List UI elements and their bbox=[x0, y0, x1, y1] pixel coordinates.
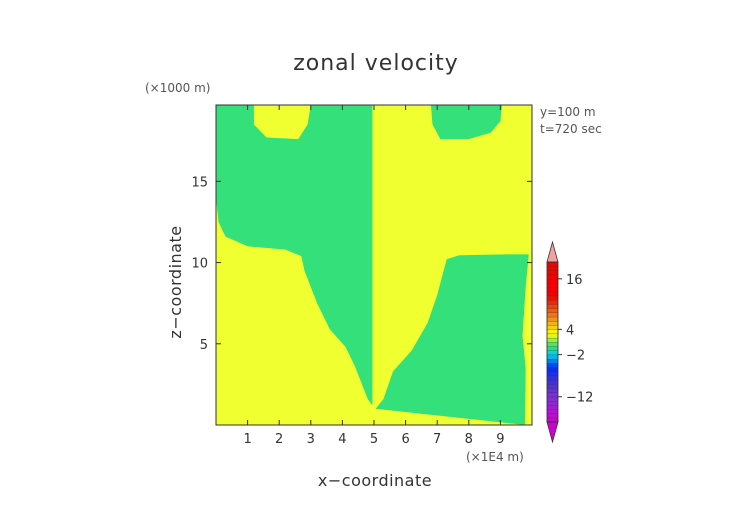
colorbar-band-10 bbox=[546, 375, 559, 381]
plot-area bbox=[215, 104, 533, 426]
colorbar-band-24 bbox=[546, 316, 559, 322]
x-tick-label-9: 9 bbox=[496, 432, 504, 447]
x-tick-label-6: 6 bbox=[401, 432, 409, 447]
colorbar-band-12 bbox=[546, 367, 559, 372]
colorbar-tick-label-1: 4 bbox=[566, 323, 574, 338]
colorbar-band-9 bbox=[546, 379, 559, 385]
x-units-label: (×1E4 m) bbox=[466, 450, 524, 464]
colorbar-band-2 bbox=[546, 409, 559, 415]
colorbar-tick-label-0: 16 bbox=[566, 273, 583, 288]
y-tick-label-15: 15 bbox=[191, 175, 208, 190]
y-tick-label-5: 5 bbox=[200, 338, 208, 353]
colorbar-band-4 bbox=[546, 400, 559, 406]
contour-region-green-1 bbox=[216, 105, 373, 406]
colorbar-band-37 bbox=[546, 261, 559, 267]
x-tick-label-8: 8 bbox=[465, 432, 473, 447]
colorbar-band-14 bbox=[546, 358, 559, 364]
colorbar-band-33 bbox=[546, 278, 559, 284]
colorbar-top-triangle bbox=[546, 240, 559, 263]
x-tick-label-5: 5 bbox=[370, 432, 378, 447]
colorbar-band-1 bbox=[546, 413, 559, 419]
colorbar-band-13 bbox=[546, 362, 559, 368]
colorbar-band-5 bbox=[546, 396, 559, 402]
annotation-y: y=100 m bbox=[540, 105, 596, 119]
colorbar-band-19 bbox=[546, 337, 559, 343]
x-tick-label-7: 7 bbox=[433, 432, 441, 447]
x-axis-ticks: 1 2 3 4 5 6 7 8 9 bbox=[243, 105, 505, 447]
colorbar-band-17 bbox=[546, 346, 559, 351]
colorbar-band-15 bbox=[546, 354, 559, 360]
x-tick-label-1: 1 bbox=[243, 432, 251, 447]
colorbar-band-27 bbox=[546, 303, 559, 309]
colorbar-band-8 bbox=[546, 383, 559, 389]
x-axis-label: x−coordinate bbox=[318, 471, 432, 490]
x-tick-label-3: 3 bbox=[307, 432, 315, 447]
colorbar-tick-label-3: −12 bbox=[566, 391, 593, 406]
colorbar-band-28 bbox=[546, 299, 559, 305]
colorbar-band-18 bbox=[546, 341, 559, 347]
contour-region-green-2 bbox=[375, 254, 529, 425]
x-tick-label-2: 2 bbox=[275, 432, 283, 447]
colorbar-band-22 bbox=[546, 325, 559, 330]
colorbar-band-30 bbox=[546, 291, 559, 297]
colorbar-band-21 bbox=[546, 329, 559, 335]
colorbar-band-20 bbox=[546, 333, 559, 339]
colorbar-band-31 bbox=[546, 287, 559, 292]
chart-title: zonal velocity bbox=[293, 51, 459, 76]
colorbar-band-26 bbox=[546, 308, 559, 313]
colorbar-band-16 bbox=[546, 350, 559, 356]
colorbar-frame bbox=[546, 261, 559, 423]
colorbar-band-35 bbox=[546, 270, 559, 276]
y-axis-ticks: 5 10 15 bbox=[191, 175, 532, 353]
y-units-label: (×1000 m) bbox=[145, 81, 210, 95]
colorbar-band-11 bbox=[546, 371, 559, 377]
colorbar-band-7 bbox=[546, 388, 559, 393]
annotation-t: t=720 sec bbox=[540, 122, 602, 136]
x-tick-label-4: 4 bbox=[338, 432, 346, 447]
colorbar-band-6 bbox=[546, 392, 559, 398]
colorbar-bottom-triangle bbox=[546, 421, 559, 444]
colorbar: 16 4 −2 −12 bbox=[546, 240, 593, 444]
colorbar-band-36 bbox=[546, 266, 559, 271]
colorbar-band-3 bbox=[546, 405, 559, 410]
colorbar-band-23 bbox=[546, 320, 559, 326]
colorbar-band-29 bbox=[546, 295, 559, 301]
colorbar-tick-label-2: −2 bbox=[566, 349, 585, 364]
y-tick-label-10: 10 bbox=[191, 257, 208, 272]
colorbar-band-25 bbox=[546, 312, 559, 318]
y-axis-label: z−coordinate bbox=[166, 225, 185, 338]
colorbar-band-34 bbox=[546, 274, 559, 280]
colorbar-band-32 bbox=[546, 282, 559, 288]
contour-region-green-3 bbox=[430, 105, 502, 140]
